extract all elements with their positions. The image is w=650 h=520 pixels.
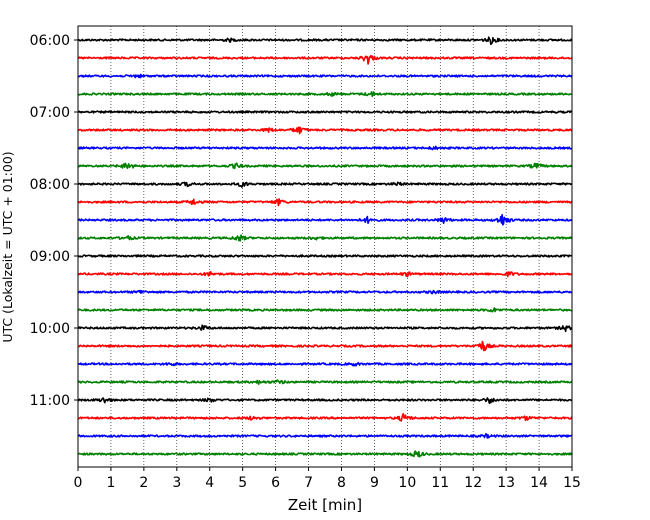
trace-line [77, 198, 573, 207]
plot-frame [77, 25, 573, 468]
x-axis-label: Zeit [min] [288, 496, 362, 514]
trace-line [77, 73, 573, 79]
x-tick-label: 13 [497, 475, 515, 491]
trace-line [77, 379, 573, 385]
x-tick-label: 8 [337, 475, 346, 491]
trace-line [77, 234, 573, 242]
y-tick-label: 08:00 [30, 177, 70, 193]
trace-line [77, 91, 573, 98]
x-tick-label: 1 [106, 475, 115, 491]
trace-line [77, 54, 573, 65]
trace-line [77, 289, 573, 295]
trace-line [77, 307, 573, 313]
x-tick-label: 5 [238, 475, 247, 491]
x-tick-label: 14 [530, 475, 548, 491]
trace-line [77, 361, 573, 367]
seismogram-traces [77, 36, 573, 458]
x-tick-label: 12 [464, 475, 482, 491]
trace-line [77, 181, 573, 188]
trace-line [77, 340, 573, 352]
trace-line [77, 433, 573, 439]
trace-line [77, 36, 573, 46]
x-tick-label: 0 [74, 475, 83, 491]
y-tick-label: 09:00 [30, 249, 70, 265]
x-tick-label: 6 [271, 475, 280, 491]
trace-line [77, 162, 573, 170]
y-tick-label: 06:00 [30, 33, 70, 49]
y-axis-ticks: 06:00 07:00 08:00 09:00 10:00 11:00 [30, 33, 78, 409]
x-tick-label: 9 [370, 475, 379, 491]
trace-line [77, 126, 573, 135]
y-axis-label: UTC (Lokalzeit = UTC + 01:00) [0, 151, 15, 342]
trace-line [77, 213, 573, 226]
trace-line [77, 145, 573, 151]
trace-line [77, 450, 573, 458]
y-tick-label: 07:00 [30, 105, 70, 121]
trace-line [77, 110, 573, 114]
trace-line [77, 397, 573, 404]
y-tick-label: 10:00 [30, 321, 70, 337]
x-tick-label: 11 [431, 475, 449, 491]
trace-line [77, 324, 573, 333]
x-tick-label: 10 [398, 475, 416, 491]
x-tick-label: 15 [563, 475, 581, 491]
trace-line [77, 412, 573, 422]
trace-line [77, 254, 573, 258]
trace-line [77, 270, 573, 278]
x-axis-ticks: 0 1 2 3 4 5 6 7 8 9 10 11 12 13 14 15 [74, 467, 581, 491]
x-tick-label: 4 [205, 475, 214, 491]
y-tick-label: 11:00 [30, 393, 70, 409]
x-tick-label: 7 [304, 475, 313, 491]
x-tick-label: 2 [139, 475, 148, 491]
x-tick-label: 3 [172, 475, 181, 491]
